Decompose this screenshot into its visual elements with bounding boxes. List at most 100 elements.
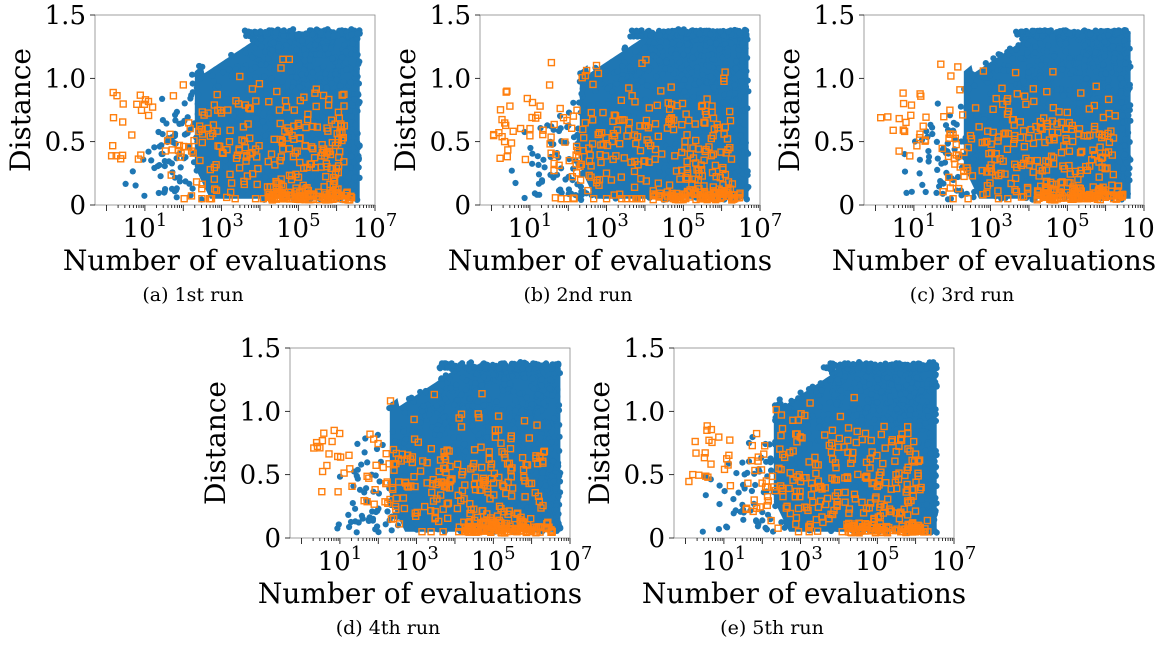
selected-point <box>667 83 675 91</box>
evaluation-point <box>1081 81 1088 88</box>
evaluation-point <box>1123 159 1130 166</box>
evaluation-point <box>650 39 658 46</box>
selected-point <box>1107 127 1115 135</box>
selected-point <box>663 124 672 132</box>
evaluation-point <box>157 173 164 180</box>
evaluation-point <box>437 387 444 394</box>
evaluation-point <box>309 77 316 84</box>
evaluation-point <box>432 431 439 438</box>
evaluation-point <box>1111 55 1118 62</box>
evaluation-point <box>934 166 941 173</box>
evaluation-point <box>1014 31 1021 38</box>
evaluation-point <box>242 76 249 83</box>
selected-point <box>594 69 603 78</box>
evaluation-point <box>330 33 337 40</box>
selected-point <box>278 189 287 198</box>
evaluation-point <box>720 32 727 39</box>
evaluation-point <box>1121 142 1128 149</box>
evaluation-point <box>324 31 331 38</box>
evaluation-point <box>1009 55 1016 62</box>
selected-point <box>703 95 711 103</box>
selected-point <box>576 162 584 170</box>
evaluation-point <box>592 88 599 95</box>
selected-point <box>210 163 219 172</box>
selected-point <box>325 95 333 104</box>
selected-point <box>653 101 661 110</box>
selected-point <box>1119 190 1127 199</box>
evaluation-point <box>1066 62 1073 69</box>
evaluation-point <box>262 48 269 55</box>
selected-point <box>638 59 646 67</box>
evaluation-point <box>1102 124 1109 131</box>
evaluation-point <box>1092 49 1099 56</box>
evaluation-point <box>997 51 1004 58</box>
evaluation-point <box>352 70 359 77</box>
selected-point <box>665 181 674 189</box>
evaluation-point <box>986 72 994 79</box>
selected-point <box>1109 192 1118 200</box>
y-axis-label: Distance <box>4 48 37 172</box>
selected-point <box>1063 108 1071 117</box>
evaluation-point <box>1039 109 1046 116</box>
selected-point <box>694 176 702 184</box>
evaluation-point <box>659 71 666 78</box>
evaluation-point <box>396 439 403 446</box>
evaluation-point <box>663 39 670 46</box>
selected-point <box>248 148 256 157</box>
evaluation-point <box>965 85 972 92</box>
evaluation-point <box>1127 117 1134 124</box>
evaluation-point <box>1038 62 1045 69</box>
selected-point <box>118 118 127 126</box>
evaluation-point <box>172 140 179 147</box>
evaluation-point <box>353 65 360 72</box>
evaluation-point <box>733 126 740 133</box>
evaluation-point <box>287 68 294 75</box>
selected-point <box>1082 162 1090 171</box>
evaluation-point <box>508 167 515 174</box>
selected-point <box>673 101 681 110</box>
evaluation-point <box>740 52 747 59</box>
selected-point <box>698 101 707 110</box>
evaluation-point <box>604 116 611 123</box>
evaluation-point <box>455 434 462 441</box>
evaluation-point <box>294 32 301 39</box>
selected-point <box>1042 166 1051 174</box>
selected-point <box>1057 185 1065 193</box>
evaluation-point <box>659 105 666 112</box>
evaluation-point <box>312 136 320 143</box>
selected-point <box>719 165 727 174</box>
evaluation-point <box>354 90 361 97</box>
selected-point <box>498 132 506 141</box>
evaluation-point <box>696 96 703 103</box>
selected-point <box>291 149 299 157</box>
selected-point <box>919 122 927 130</box>
selected-point <box>1086 162 1094 170</box>
evaluation-point <box>355 155 362 162</box>
evaluation-point <box>728 40 735 47</box>
selected-point <box>1077 89 1085 97</box>
evaluation-point <box>412 422 419 429</box>
selected-point <box>327 190 335 198</box>
selected-point <box>187 192 196 200</box>
evaluation-point <box>613 81 620 88</box>
selected-point <box>338 194 346 203</box>
selected-point <box>702 194 710 203</box>
selected-point <box>1044 158 1053 166</box>
evaluation-point <box>204 156 211 163</box>
selected-point <box>599 108 607 117</box>
evaluation-point <box>338 177 345 184</box>
selected-point <box>884 113 892 121</box>
evaluation-point <box>709 55 716 63</box>
selected-point <box>338 129 346 137</box>
evaluation-point <box>1101 38 1108 45</box>
evaluation-point <box>314 130 321 137</box>
selected-point <box>198 194 206 203</box>
selected-point <box>994 187 1002 195</box>
selected-point <box>1098 133 1106 142</box>
evaluation-point <box>259 118 267 125</box>
evaluation-point <box>1114 29 1121 36</box>
selected-point <box>671 195 680 204</box>
selected-point <box>1036 117 1044 126</box>
selected-point <box>978 166 986 175</box>
evaluation-point <box>681 88 688 95</box>
